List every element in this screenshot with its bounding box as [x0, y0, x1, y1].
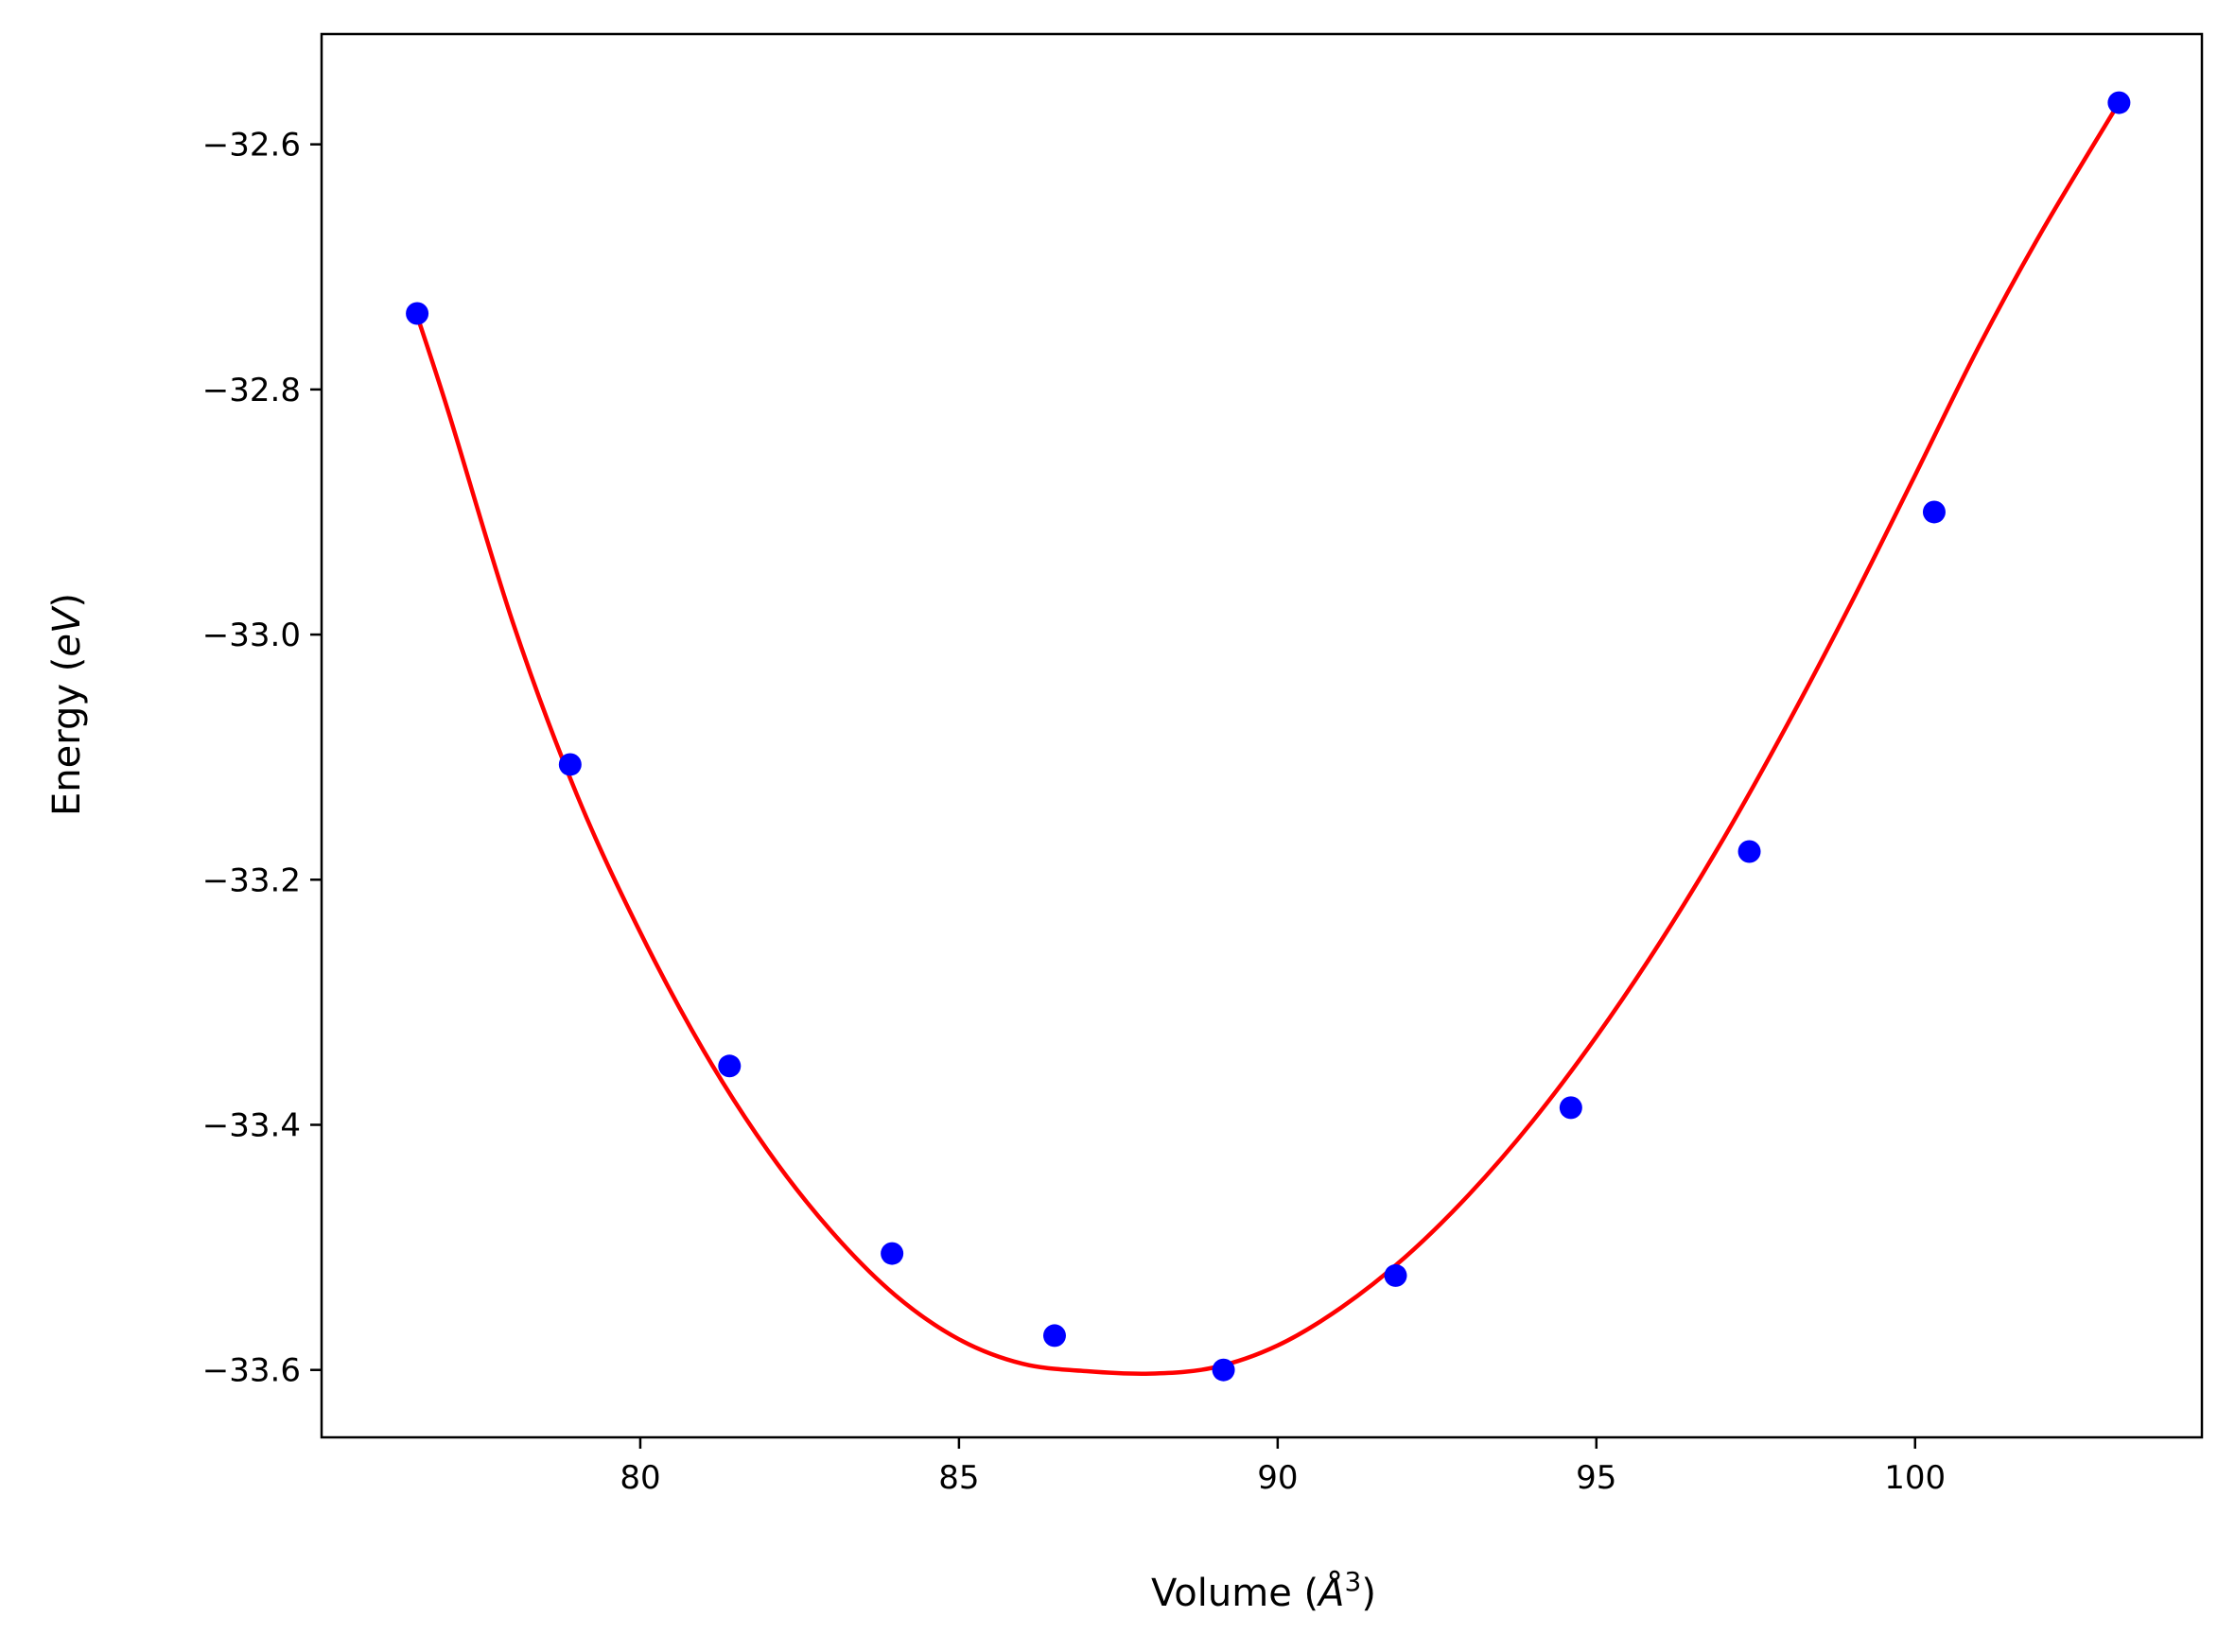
axes: 80 85 90 95 100 −33.6 −33.4 −33.2 −33.0 −32.8 −32.…	[202, 32, 2204, 1497]
data-point	[718, 1054, 742, 1078]
x-tick-label: 80	[620, 1459, 660, 1497]
data-point	[1384, 1263, 1407, 1287]
x-tick-label: 95	[1576, 1459, 1616, 1497]
y-tick-label: −33.4	[202, 1107, 301, 1145]
data-point	[1042, 1324, 1066, 1348]
x-tick-label: 100	[1884, 1459, 1946, 1497]
x-tick-label: 90	[1257, 1459, 1298, 1497]
data-point	[406, 302, 429, 325]
x-tick-label: 85	[938, 1459, 979, 1497]
y-tick-label: −32.6	[202, 127, 301, 165]
data-point	[881, 1242, 904, 1265]
plot-frame	[320, 32, 2204, 1439]
data-point	[2107, 91, 2131, 114]
y-tick-label: −33.6	[202, 1352, 301, 1390]
data-point	[1922, 500, 1946, 524]
data-point	[558, 753, 582, 776]
x-axis-title: Volume (Å3)	[1151, 1566, 1376, 1616]
y-tick-label: −32.8	[202, 372, 301, 409]
data-point	[1737, 840, 1761, 863]
y-axis-title: Energy (eV)	[45, 593, 89, 816]
y-tick-label: −33.0	[202, 617, 301, 654]
data-point	[1212, 1358, 1235, 1382]
data-point	[1559, 1096, 1582, 1120]
fit-curve-line	[414, 101, 2122, 1376]
plot-area	[406, 91, 2131, 1382]
y-tick-label: −33.2	[202, 861, 301, 899]
